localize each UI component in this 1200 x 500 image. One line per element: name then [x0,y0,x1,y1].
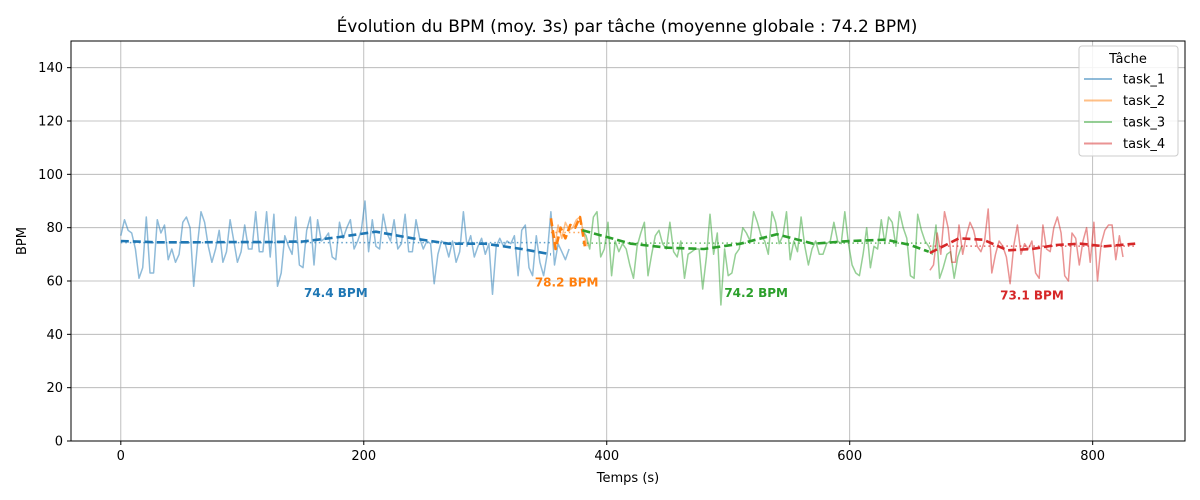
y-axis-label: BPM [15,227,30,255]
x-tick-label: 200 [351,449,376,464]
legend-label: task_1 [1123,73,1165,88]
grid [71,41,1185,442]
y-tick-label: 60 [46,275,63,290]
chart-title: Évolution du BPM (moy. 3s) par tâche (mo… [337,15,918,37]
x-axis-label: Temps (s) [596,471,659,486]
mean-label-task-4: 73.1 BPM [1000,289,1064,303]
trend-line-task-3 [582,229,930,253]
legend-label: task_4 [1123,137,1165,152]
legend-label: task_3 [1123,116,1165,131]
y-tick-label: 100 [38,168,63,183]
mean-label-task-1: 74.4 BPM [304,286,368,300]
y-tick-label: 80 [46,221,63,236]
y-tick-label: 20 [46,381,63,396]
ticks: 0 200 400 600 800 0 20 40 60 80 100 120 140 [38,61,1105,464]
plot-area: 74.4 BPM 78.2 BPM 74.2 BPM 73.1 BPM [120,200,1136,306]
y-tick-label: 0 [55,435,63,450]
mean-label-task-3: 74.2 BPM [724,286,788,300]
trend-line-task-4 [929,237,1136,255]
series-line-task-4 [929,208,1124,285]
trend-line-task-1 [120,230,552,256]
plot-frame [70,40,1186,442]
legend: Tâche task_1 task_2 task_3 task_4 [1078,45,1179,157]
y-tick-label: 40 [46,328,63,343]
y-tick-label: 120 [38,115,63,130]
legend-box [1078,45,1179,157]
x-tick-label: 600 [837,449,862,464]
y-tick-label: 140 [38,61,63,76]
x-tick-label: 800 [1080,449,1105,464]
series-line-task-3 [581,210,963,306]
legend-title: Tâche [1108,52,1147,67]
mean-label-task-2: 78.2 BPM [535,275,599,289]
trend-line-task-2 [549,215,587,251]
x-tick-label: 0 [117,449,125,464]
legend-label: task_2 [1123,94,1165,109]
series-line-task-1 [120,200,570,296]
x-tick-label: 400 [594,449,619,464]
